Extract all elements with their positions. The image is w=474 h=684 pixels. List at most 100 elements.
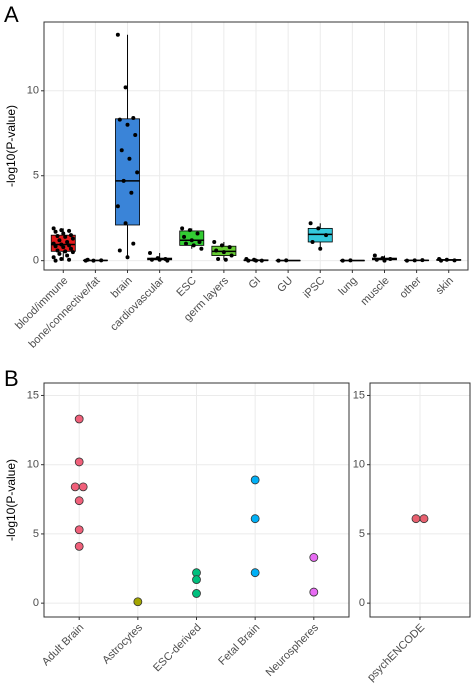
y-tick-label: 15 bbox=[353, 389, 365, 401]
point bbox=[216, 256, 221, 261]
point bbox=[310, 239, 315, 244]
point bbox=[284, 258, 289, 263]
point bbox=[229, 253, 234, 258]
point bbox=[70, 482, 80, 492]
point bbox=[348, 258, 353, 263]
x-tick-label: GI bbox=[246, 275, 263, 292]
point bbox=[195, 231, 200, 236]
y-tick-label: 0 bbox=[33, 255, 39, 267]
point bbox=[115, 204, 120, 209]
x-tick-label: iPSC bbox=[301, 275, 327, 301]
point bbox=[192, 575, 201, 585]
point bbox=[65, 253, 70, 258]
x-tick-label: Adult Brain bbox=[40, 622, 87, 669]
point bbox=[316, 226, 321, 231]
point bbox=[74, 496, 84, 506]
y-tick-label: 5 bbox=[33, 528, 39, 540]
point bbox=[444, 257, 449, 262]
x-tick-label: GU bbox=[275, 275, 295, 295]
y-axis-label: -log10(P-value) bbox=[4, 459, 18, 541]
point bbox=[123, 85, 128, 90]
panel-tag: A bbox=[4, 2, 19, 27]
point bbox=[67, 243, 72, 248]
x-tick-label: lung bbox=[336, 275, 359, 298]
point bbox=[67, 257, 72, 262]
y-tick-label: 10 bbox=[353, 459, 365, 471]
point bbox=[133, 132, 138, 137]
point bbox=[419, 514, 429, 524]
point bbox=[85, 257, 90, 262]
x-tick-label: Neurospheres bbox=[264, 621, 322, 679]
point bbox=[74, 457, 84, 467]
point bbox=[180, 226, 185, 231]
point bbox=[57, 251, 62, 256]
point bbox=[309, 587, 319, 597]
point bbox=[412, 258, 417, 263]
point bbox=[53, 229, 58, 234]
point bbox=[74, 541, 84, 551]
panel-tag: B bbox=[4, 366, 19, 391]
point bbox=[55, 234, 60, 239]
point bbox=[191, 243, 196, 248]
point bbox=[219, 243, 224, 248]
point bbox=[165, 258, 170, 263]
point bbox=[68, 233, 73, 238]
point bbox=[61, 245, 66, 250]
point bbox=[199, 246, 204, 251]
y-tick-label: 15 bbox=[27, 389, 39, 401]
x-tick-label: other bbox=[398, 274, 424, 300]
point bbox=[121, 178, 126, 183]
point bbox=[420, 258, 425, 263]
point bbox=[55, 248, 60, 253]
point bbox=[214, 248, 219, 253]
y-tick-label: 5 bbox=[359, 528, 365, 540]
point bbox=[189, 238, 194, 243]
point bbox=[115, 32, 120, 37]
point bbox=[246, 258, 251, 263]
point bbox=[223, 257, 228, 262]
x-tick-label: ESC bbox=[174, 275, 199, 300]
y-axis-label: -log10(P-value) bbox=[4, 105, 18, 187]
point bbox=[374, 257, 379, 262]
point bbox=[372, 253, 377, 258]
point bbox=[411, 514, 421, 524]
x-tick-label: brain bbox=[109, 275, 135, 301]
point bbox=[149, 257, 154, 262]
point bbox=[318, 246, 323, 251]
point bbox=[197, 239, 202, 244]
point bbox=[53, 258, 58, 263]
point bbox=[117, 248, 122, 253]
point bbox=[227, 245, 232, 250]
point bbox=[133, 597, 143, 607]
point bbox=[324, 233, 329, 238]
point bbox=[309, 553, 319, 562]
point bbox=[59, 228, 64, 233]
y-tick-label: 10 bbox=[27, 459, 39, 471]
point bbox=[135, 170, 140, 175]
point bbox=[70, 250, 75, 255]
point bbox=[61, 231, 66, 236]
point bbox=[51, 255, 56, 260]
x-tick-label: Fetal Brain bbox=[216, 622, 262, 668]
point bbox=[452, 258, 457, 263]
x-tick-label: Astrocytes bbox=[100, 621, 145, 666]
point bbox=[74, 414, 84, 424]
point bbox=[439, 258, 444, 263]
point bbox=[131, 115, 136, 120]
point bbox=[404, 258, 409, 263]
point bbox=[78, 482, 88, 492]
point bbox=[99, 258, 104, 263]
point bbox=[187, 228, 192, 233]
point bbox=[53, 244, 58, 249]
point bbox=[182, 234, 187, 239]
point bbox=[250, 475, 260, 485]
point bbox=[250, 568, 260, 578]
point bbox=[67, 228, 72, 233]
panel-border bbox=[369, 382, 471, 618]
point bbox=[119, 148, 124, 153]
point bbox=[388, 256, 393, 261]
point bbox=[250, 514, 260, 524]
point bbox=[68, 246, 73, 251]
point bbox=[259, 258, 264, 263]
point bbox=[74, 525, 84, 535]
